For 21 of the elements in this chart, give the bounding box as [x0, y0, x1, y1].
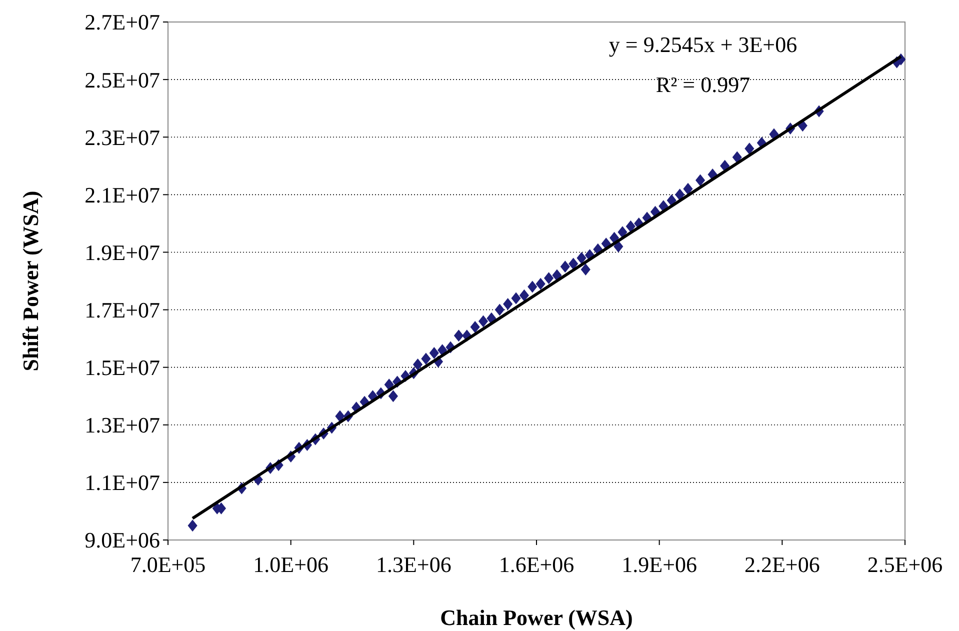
x-tick-label: 1.6E+06	[498, 552, 574, 577]
y-tick-label: 1.1E+07	[84, 470, 160, 496]
x-tick-label: 2.2E+06	[744, 552, 820, 577]
x-tick-label: 7.0E+05	[130, 552, 206, 577]
y-tick-label: 2.7E+07	[84, 10, 160, 35]
y-tick-label: 1.7E+07	[84, 297, 160, 322]
y-tick-label: 2.1E+07	[84, 182, 160, 208]
y-tick-label: 1.9E+07	[84, 240, 160, 265]
y-tick-label: 1.3E+07	[84, 412, 160, 438]
annotation: R² = 0.997	[656, 72, 750, 97]
annotation: y = 9.2545x + 3E+06	[608, 32, 798, 57]
y-tick-label: 1.5E+07	[84, 355, 160, 380]
x-tick-label: 1.9E+06	[622, 552, 698, 577]
x-axis-title: Chain Power (WSA)	[440, 605, 633, 630]
x-tick-label: 2.5E+06	[867, 552, 943, 577]
y-tick-label: 9.0E+06	[84, 528, 160, 553]
x-tick-label: 1.0E+06	[253, 552, 329, 577]
y-tick-label: 2.3E+07	[84, 124, 160, 150]
y-axis-title: Shift Power (WSA)	[18, 190, 43, 372]
y-tick-label: 2.5E+07	[84, 67, 160, 92]
x-tick-label: 1.3E+06	[376, 552, 452, 577]
